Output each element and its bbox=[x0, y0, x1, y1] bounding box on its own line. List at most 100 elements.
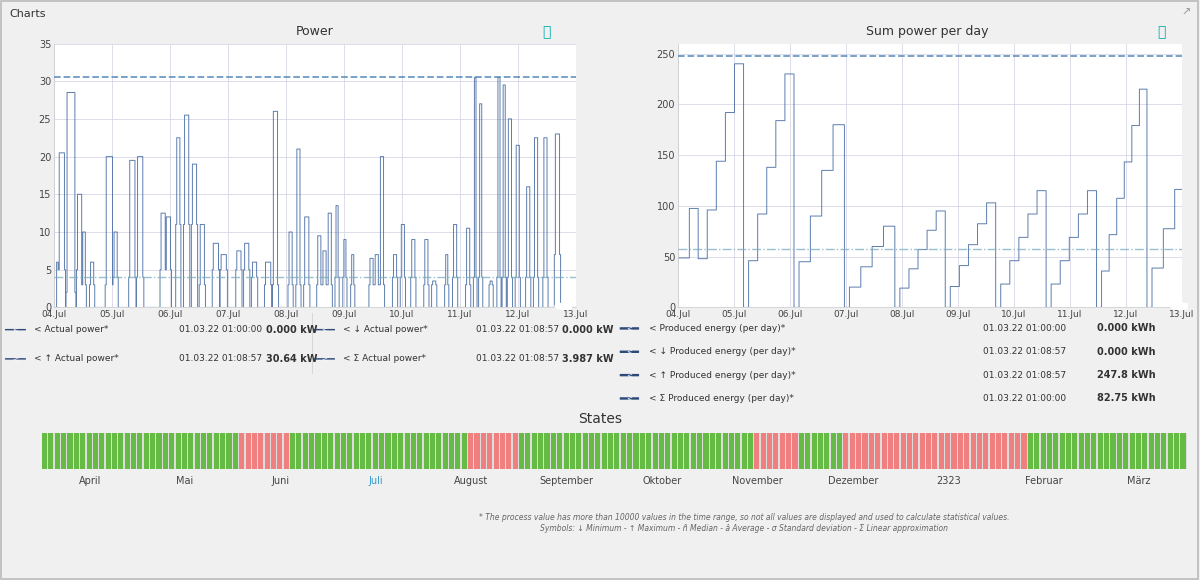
Bar bbox=[869, 433, 874, 469]
Bar bbox=[970, 433, 971, 469]
Bar bbox=[697, 433, 702, 469]
Bar bbox=[295, 433, 296, 469]
Bar bbox=[576, 433, 581, 469]
Bar bbox=[962, 433, 965, 469]
Bar bbox=[334, 433, 335, 469]
Bar bbox=[480, 433, 481, 469]
Bar bbox=[817, 433, 818, 469]
Bar bbox=[703, 433, 708, 469]
Text: 01.03.22 01:00:00: 01.03.22 01:00:00 bbox=[179, 325, 263, 334]
Bar bbox=[772, 433, 773, 469]
Bar bbox=[246, 433, 251, 469]
Bar bbox=[118, 433, 119, 469]
Bar bbox=[168, 433, 169, 469]
Bar bbox=[1046, 433, 1052, 469]
Bar bbox=[365, 433, 366, 469]
Bar bbox=[1002, 433, 1008, 469]
Bar bbox=[638, 433, 640, 469]
Bar bbox=[722, 433, 727, 469]
Bar bbox=[1141, 433, 1142, 469]
Bar bbox=[437, 433, 442, 469]
Bar bbox=[326, 433, 329, 469]
Bar bbox=[238, 433, 239, 469]
Text: 01.03.22 01:08:57: 01.03.22 01:08:57 bbox=[476, 325, 559, 334]
Bar bbox=[1166, 433, 1168, 469]
Bar bbox=[1040, 433, 1045, 469]
Bar bbox=[925, 433, 926, 469]
Bar bbox=[626, 433, 628, 469]
Bar bbox=[823, 433, 824, 469]
Bar bbox=[810, 433, 811, 469]
Bar bbox=[620, 433, 626, 469]
Bar bbox=[1084, 433, 1085, 469]
Bar bbox=[125, 433, 130, 469]
Bar bbox=[119, 433, 124, 469]
Bar bbox=[1142, 433, 1147, 469]
Bar bbox=[678, 433, 683, 469]
Bar bbox=[983, 433, 989, 469]
Bar bbox=[958, 433, 962, 469]
Bar bbox=[341, 433, 346, 469]
Text: Juli: Juli bbox=[368, 476, 383, 487]
Bar bbox=[80, 433, 85, 469]
Bar bbox=[212, 433, 214, 469]
Bar bbox=[1174, 433, 1180, 469]
FancyBboxPatch shape bbox=[619, 350, 640, 353]
Bar bbox=[218, 433, 220, 469]
Bar bbox=[710, 433, 715, 469]
Text: <: < bbox=[626, 396, 632, 401]
Bar bbox=[742, 433, 746, 469]
Bar bbox=[1021, 433, 1026, 469]
Bar bbox=[418, 433, 422, 469]
Bar bbox=[74, 433, 79, 469]
Bar bbox=[1052, 433, 1054, 469]
Bar bbox=[104, 433, 106, 469]
Bar bbox=[252, 433, 257, 469]
Text: < Produced energy (per day)*: < Produced energy (per day)* bbox=[649, 324, 786, 333]
Bar bbox=[155, 433, 156, 469]
Bar bbox=[740, 433, 742, 469]
Bar bbox=[378, 433, 379, 469]
FancyBboxPatch shape bbox=[5, 358, 26, 360]
Bar bbox=[1162, 433, 1166, 469]
Bar bbox=[67, 433, 72, 469]
Bar bbox=[799, 433, 804, 469]
Bar bbox=[245, 433, 246, 469]
Bar bbox=[270, 433, 271, 469]
Bar bbox=[149, 433, 150, 469]
Bar bbox=[721, 433, 722, 469]
Bar bbox=[473, 433, 474, 469]
Bar bbox=[818, 433, 823, 469]
Text: < Σ Actual power*: < Σ Actual power* bbox=[343, 354, 426, 364]
Bar bbox=[1128, 433, 1129, 469]
Bar bbox=[443, 433, 448, 469]
Bar bbox=[1064, 433, 1066, 469]
Bar bbox=[462, 433, 467, 469]
Bar bbox=[918, 433, 919, 469]
Bar bbox=[442, 433, 443, 469]
Bar bbox=[226, 433, 227, 469]
Bar bbox=[169, 433, 174, 469]
Bar bbox=[220, 433, 226, 469]
Bar bbox=[430, 433, 436, 469]
Bar bbox=[517, 433, 520, 469]
Bar bbox=[990, 433, 995, 469]
Bar bbox=[995, 433, 996, 469]
Text: 30.64 kW: 30.64 kW bbox=[265, 354, 317, 364]
Bar bbox=[354, 433, 359, 469]
Bar bbox=[422, 433, 424, 469]
Bar bbox=[106, 433, 110, 469]
Text: 01.03.22 01:08:57: 01.03.22 01:08:57 bbox=[179, 354, 263, 364]
Text: November: November bbox=[732, 476, 782, 487]
Bar bbox=[887, 433, 888, 469]
Bar bbox=[1153, 433, 1154, 469]
Bar bbox=[950, 433, 952, 469]
Bar bbox=[410, 433, 416, 469]
Bar bbox=[850, 433, 854, 469]
Bar bbox=[601, 433, 607, 469]
Bar bbox=[468, 433, 473, 469]
Bar bbox=[276, 433, 277, 469]
Bar bbox=[526, 433, 530, 469]
Bar bbox=[659, 433, 664, 469]
Bar bbox=[1098, 433, 1103, 469]
